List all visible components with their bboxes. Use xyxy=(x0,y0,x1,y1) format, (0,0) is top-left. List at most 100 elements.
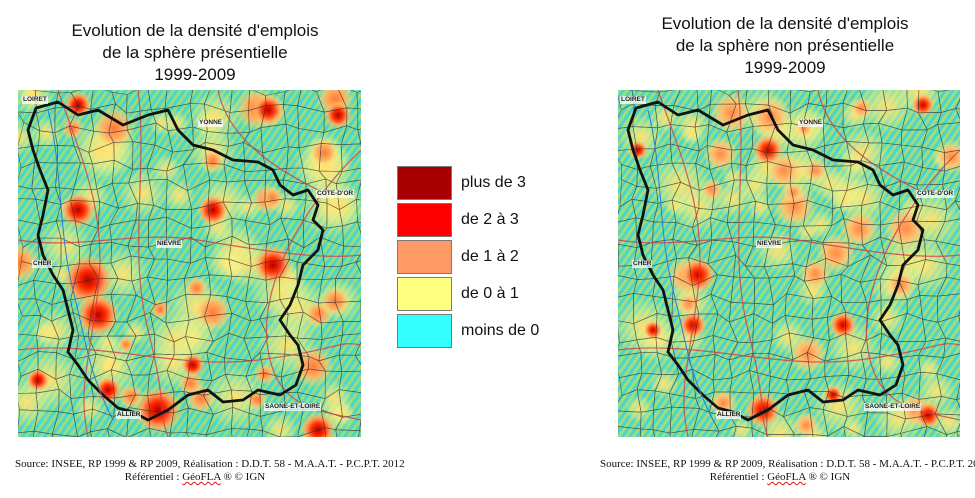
density-hotspot xyxy=(253,245,293,285)
density-patch xyxy=(756,229,799,273)
right-source-brand: GéoFLA xyxy=(767,471,806,483)
commune-cell xyxy=(246,428,264,437)
density-patch xyxy=(18,242,40,284)
density-patch xyxy=(872,347,902,377)
commune-cell xyxy=(32,430,53,437)
left-source-brand: GéoFLA xyxy=(182,471,221,483)
right-title-line-2: de la sphère non présentielle xyxy=(675,36,895,55)
density-hotspot xyxy=(60,192,96,228)
commune-cell xyxy=(18,430,35,437)
commune-cell xyxy=(937,108,960,125)
commune-cell xyxy=(334,277,361,303)
right-label-allier: ALLIER xyxy=(716,411,742,419)
right-label-saone-et-loire: SAONE-ET-LOIRE xyxy=(864,403,922,411)
density-patch xyxy=(61,116,85,140)
density-patch xyxy=(625,395,653,423)
legend-label: de 1 à 2 xyxy=(461,248,519,265)
left-blob-layer xyxy=(18,90,361,437)
right-label-cote-dor: COTE-D'OR xyxy=(916,190,955,198)
commune-cell xyxy=(148,427,171,437)
commune-cell xyxy=(359,418,361,432)
commune-cell xyxy=(618,426,642,437)
commune-cell xyxy=(863,435,888,437)
left-density-map: LOIRET YONNE COTE-D'OR NIEVRE CHER ALLIE… xyxy=(18,90,361,437)
right-label-cher: CHER xyxy=(632,260,653,268)
commune-cell xyxy=(827,426,846,437)
legend-swatch xyxy=(397,240,452,274)
commune-cell xyxy=(946,431,959,437)
commune-cell xyxy=(338,354,361,372)
commune-cell xyxy=(956,422,960,433)
commune-cell xyxy=(652,429,671,437)
commune-cell xyxy=(341,321,361,336)
density-patch xyxy=(309,137,339,168)
left-label-cote-dor: COTE-D'OR xyxy=(316,190,355,198)
density-hotspot xyxy=(197,194,229,226)
density-patch xyxy=(868,300,905,337)
density-patch xyxy=(793,412,820,437)
right-label-loiret: LOIRET xyxy=(620,96,646,104)
commune-cell xyxy=(715,425,737,437)
commune-cell xyxy=(297,427,327,437)
density-patch xyxy=(262,412,298,437)
density-patch xyxy=(649,369,679,399)
commune-cell xyxy=(90,428,110,437)
left-source-note: Source: INSEE, RP 1999 & RP 2009, Réalis… xyxy=(15,458,405,484)
commune-cell xyxy=(231,428,250,437)
density-patch xyxy=(189,90,242,143)
left-label-nievre: NIEVRE xyxy=(156,240,183,248)
density-patch xyxy=(260,186,284,210)
left-label-cher: CHER xyxy=(32,260,53,268)
commune-cell xyxy=(956,382,960,401)
commune-cell xyxy=(793,433,814,437)
commune-cell xyxy=(954,186,960,203)
density-patch xyxy=(74,392,105,424)
commune-cell xyxy=(340,143,361,172)
commune-cell xyxy=(356,181,361,201)
commune-cell xyxy=(942,165,960,185)
density-patch xyxy=(30,117,63,150)
legend-swatch xyxy=(397,277,452,311)
commune-cell xyxy=(923,426,947,437)
left-department-boundary xyxy=(26,100,325,422)
density-hotspot xyxy=(829,311,857,339)
density-patch xyxy=(92,106,136,151)
density-patch xyxy=(859,90,914,134)
legend-label: moins de 0 xyxy=(461,322,540,339)
commune-cell xyxy=(127,427,152,437)
commune-cell xyxy=(338,370,361,393)
commune-cell xyxy=(751,427,768,437)
commune-cell xyxy=(354,341,361,356)
left-title-line-2: de la sphère présentielle xyxy=(102,43,288,62)
density-patch xyxy=(837,126,890,178)
commune-cell xyxy=(955,98,960,110)
commune-cell xyxy=(935,218,960,247)
commune-cell xyxy=(342,221,361,248)
density-patch xyxy=(798,257,832,291)
density-patch xyxy=(803,158,829,183)
commune-cell xyxy=(900,426,928,437)
commune-cell xyxy=(324,427,338,437)
density-patch xyxy=(842,417,866,437)
legend-swatch xyxy=(397,166,452,200)
density-patch xyxy=(162,178,196,212)
commune-cell xyxy=(936,276,960,297)
commune-cell xyxy=(261,430,281,437)
commune-cell xyxy=(812,434,829,437)
density-hotspot xyxy=(911,93,935,117)
density-patch xyxy=(934,139,960,174)
left-title-line-1: Evolution de la densité d'emplois xyxy=(71,21,319,40)
density-patch xyxy=(253,363,276,385)
commune-cell xyxy=(640,428,656,437)
commune-cell xyxy=(357,108,361,131)
commune-cell xyxy=(335,429,360,437)
density-patch xyxy=(204,366,268,430)
density-patch xyxy=(118,169,167,218)
commune-cell xyxy=(356,91,361,110)
density-patch xyxy=(839,209,880,249)
left-source-suffix: ® © IGN xyxy=(220,471,266,483)
density-patch xyxy=(117,336,135,353)
right-source-note: Source: INSEE, RP 1999 & RP 2009, Réalis… xyxy=(600,458,975,484)
density-patch xyxy=(788,334,828,374)
left-source-line-1: Source: INSEE, RP 1999 & RP 2009, Réalis… xyxy=(15,458,405,470)
